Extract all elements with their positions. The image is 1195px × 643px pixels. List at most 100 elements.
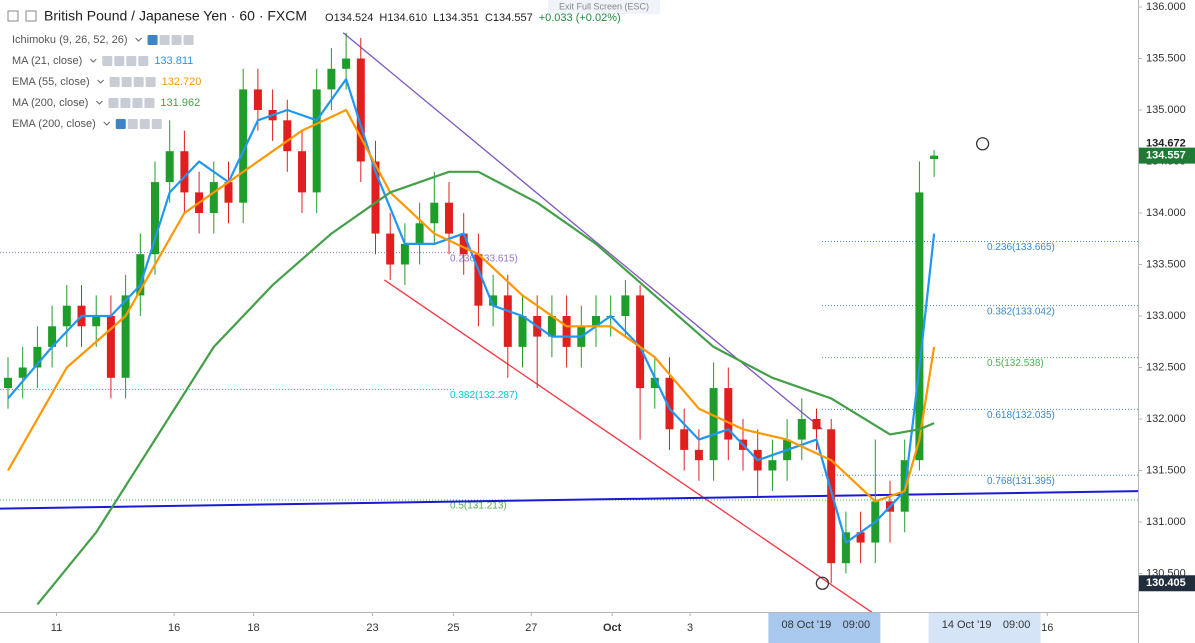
fib-label: 0.5(132.538)	[987, 358, 1044, 369]
price-label: 134.672	[1146, 138, 1186, 150]
legend-button[interactable]	[171, 35, 182, 45]
trend-line	[0, 490, 1139, 510]
time-label-date: 14 Oct '19	[942, 619, 992, 631]
candle-body	[503, 295, 512, 347]
ohlc-value: O134.524	[325, 12, 373, 24]
legend-button[interactable]	[183, 35, 194, 45]
price-label: 134.557	[1146, 150, 1186, 162]
price-axis-bg	[1138, 0, 1195, 643]
x-tick-label: 16	[168, 622, 180, 634]
legend-label[interactable]: Ichimoku (9, 26, 52, 26)	[12, 34, 128, 46]
legend-button[interactable]	[121, 77, 132, 87]
candle-body	[342, 58, 351, 69]
legend-button[interactable]	[109, 77, 120, 87]
candle-body	[827, 429, 836, 564]
y-tick-label: 135.500	[1146, 52, 1186, 64]
axes: 130.500131.000131.500132.000132.500133.0…	[51, 1, 1195, 643]
header: British Pound / Japanese Yen · 60 · FXCM…	[7, 0, 660, 24]
x-tick-label: 18	[247, 622, 259, 634]
fib-label: 0.768(131.395)	[987, 476, 1055, 487]
legend-button[interactable]	[138, 56, 149, 66]
candle-body	[298, 151, 306, 193]
candle-body	[283, 120, 292, 152]
candle-body	[430, 202, 439, 224]
legend-button[interactable]	[126, 56, 137, 66]
indicator-line	[7, 77, 936, 544]
candle-body	[224, 182, 233, 203]
candle-body	[930, 155, 939, 160]
x-tick-label: 3	[687, 622, 693, 634]
fib-label: 0.618(132.035)	[987, 410, 1055, 421]
fib-label: 0.382(132.287)	[450, 390, 518, 401]
exit-full-screen[interactable]: Exit Full Screen (ESC)	[559, 1, 649, 11]
x-tick-label: 23	[366, 622, 378, 634]
legend-button[interactable]	[132, 98, 143, 108]
candle-body	[636, 295, 645, 389]
legend-button[interactable]	[133, 77, 144, 87]
x-tick-label: 25	[447, 622, 459, 634]
candle-body	[474, 254, 483, 306]
legend-button[interactable]	[139, 119, 150, 129]
fib-label: 0.5(131.213)	[450, 501, 507, 512]
legend-button[interactable]	[147, 35, 158, 45]
candle-body	[915, 192, 924, 461]
legend-button[interactable]	[114, 56, 125, 66]
legend-label[interactable]: MA (200, close)	[12, 97, 88, 109]
candle-body	[48, 326, 57, 347]
time-label-time: 09:00	[1003, 619, 1031, 631]
overlay-bg[interactable]	[548, 0, 660, 14]
chart-title: British Pound / Japanese Yen · 60 · FXCM	[44, 8, 307, 24]
x-tick-label: 16	[1041, 622, 1053, 634]
candle-body	[400, 243, 409, 265]
candle-body	[518, 315, 527, 347]
legend-value: 131.962	[160, 97, 200, 109]
fib-label: 0.382(133.042)	[987, 306, 1055, 317]
candle-body	[356, 58, 365, 162]
legend-button[interactable]	[144, 98, 155, 108]
candle-body	[415, 223, 424, 244]
legend-label[interactable]: EMA (200, close)	[12, 118, 96, 130]
candle-body	[18, 367, 27, 378]
legend-button[interactable]	[108, 98, 119, 108]
legend-button[interactable]	[145, 77, 156, 87]
legend-button[interactable]	[151, 119, 162, 129]
legend-button[interactable]	[102, 56, 113, 66]
legend-label[interactable]: EMA (55, close)	[12, 76, 90, 88]
legend-button[interactable]	[159, 35, 170, 45]
legend-label[interactable]: MA (21, close)	[12, 55, 82, 67]
candle-body	[694, 449, 703, 461]
candle-body	[180, 151, 189, 193]
time-label-bg	[928, 613, 1041, 643]
candle-body	[106, 315, 115, 378]
ohlc-value: +0.033 (+0.02%)	[539, 12, 621, 24]
candle-body	[459, 233, 468, 255]
compare-icon[interactable]	[25, 10, 37, 22]
price-label: 130.405	[1146, 577, 1186, 589]
candle-body	[812, 418, 821, 430]
candle-body	[547, 315, 556, 337]
legend-button[interactable]	[120, 98, 131, 108]
legend-button[interactable]	[127, 119, 138, 129]
indicator-line	[36, 170, 935, 606]
legend-chevron	[103, 121, 111, 126]
x-tick-label: Oct	[603, 622, 622, 634]
y-tick-label: 131.000	[1146, 516, 1186, 528]
candle-body	[371, 161, 380, 234]
candle-body	[650, 377, 659, 389]
y-tick-label: 132.500	[1146, 361, 1186, 373]
menu-icon[interactable]	[7, 10, 19, 22]
candle-body	[121, 295, 130, 378]
y-tick-label: 131.500	[1146, 464, 1186, 476]
legend-button[interactable]	[115, 119, 126, 129]
candle-body	[253, 89, 262, 110]
candle-body	[62, 305, 71, 327]
candle-body	[92, 315, 101, 327]
legend: O134.524 H134.610 L134.351 C134.557 +0.033 (…	[12, 12, 621, 130]
time-label-bg	[768, 613, 881, 643]
y-tick-label: 134.000	[1146, 207, 1186, 219]
ohlc-value: C134.557	[485, 12, 533, 24]
candle-body	[562, 315, 571, 347]
trend-line	[383, 279, 876, 616]
ohlc-value: L134.351	[433, 12, 479, 24]
